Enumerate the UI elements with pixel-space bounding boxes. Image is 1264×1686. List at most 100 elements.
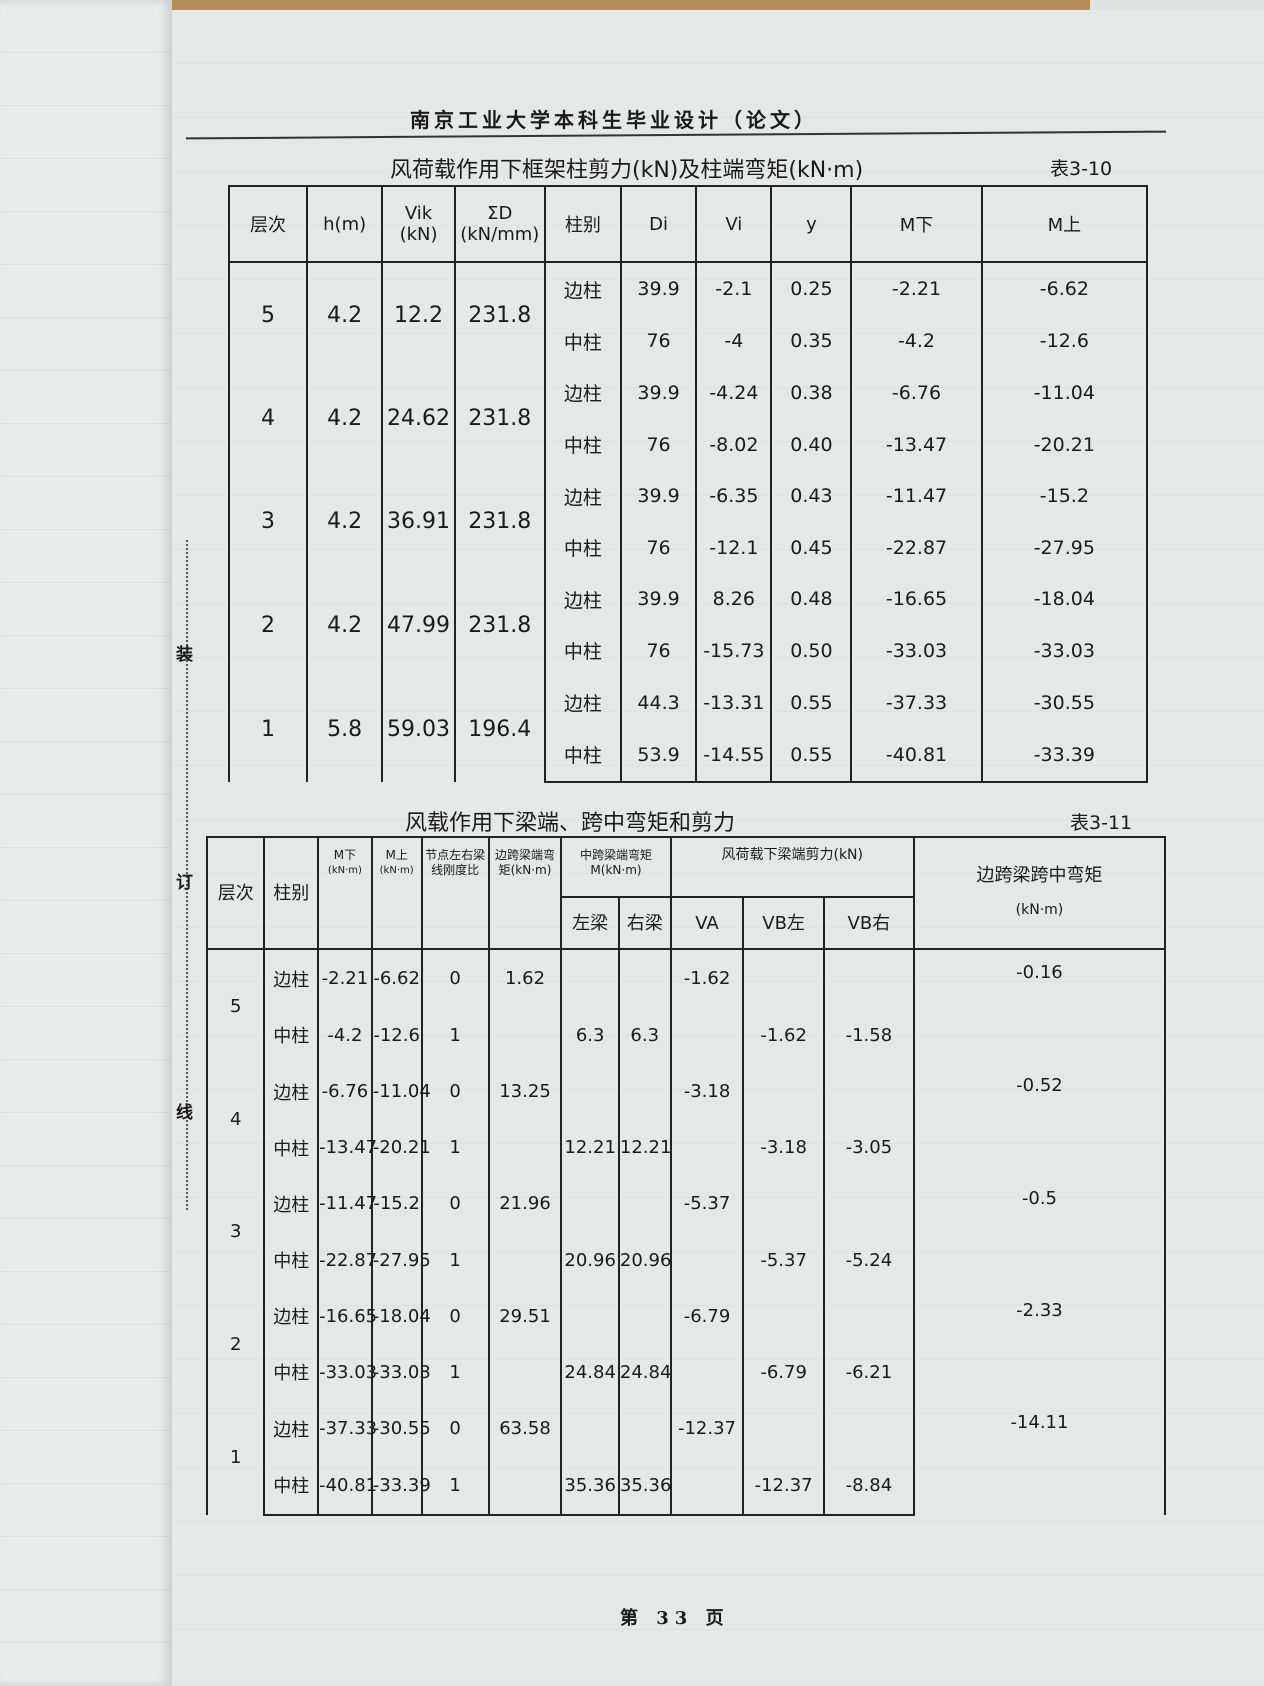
table-row: 3 边柱 -11.47 -15.2 0 21.96 -5.37 -0.5: [205, 1175, 1167, 1289]
cell-value: 6.3: [617, 1007, 672, 1064]
cell-vik: 36.91: [381, 470, 456, 574]
cell-value: -33.39: [370, 1456, 431, 1517]
cell-value: 35.36: [560, 1456, 620, 1517]
table2-title: 风载作用下梁端、跨中弯矩和剪力: [405, 811, 736, 836]
cell-value: -1.62: [742, 1007, 825, 1064]
cell-value: -12.6: [370, 1007, 423, 1064]
col-header-m-top: M上 (kN·m): [370, 836, 423, 950]
cell-value: 29.51: [487, 1288, 563, 1345]
cell-column-type: 中柱: [543, 315, 622, 368]
table-row: 3 4.2 36.91 231.8 边柱 39.9 -6.35 0.43 -11.47 -15.2: [227, 470, 1149, 574]
cell-value: 6.3: [560, 1007, 620, 1064]
cell-value: [560, 1175, 620, 1232]
cell-value: -27.95: [980, 521, 1149, 574]
col-header: M上: [980, 185, 1149, 263]
col-header-layer: 层次: [205, 836, 266, 950]
cell-value: -11.04: [370, 1063, 431, 1120]
cell-value: [742, 949, 825, 1008]
cell-value: 8.26: [695, 573, 773, 626]
table-row: 4 4.2 24.62 231.8 边柱 39.9 -4.24 0.38 -6.76 -11.04: [227, 367, 1149, 471]
table-row: 中柱 -4.2 -12.6 1 6.3 6.3 -1.62 -1.58: [207, 1007, 1165, 1064]
cell-value: -12.37: [669, 1400, 745, 1457]
cell-value: [487, 1007, 563, 1064]
cell-column-type: 中柱: [543, 625, 622, 677]
cell-value: -2.21: [317, 949, 373, 1008]
table-row: 中柱 -40.81 -33.39 1 35.36 35.36 -12.37 -8.84: [207, 1456, 1165, 1517]
table-row: 中柱 -33.03 -33.03 1 24.84 24.84 -6.79 -6.21: [207, 1344, 1165, 1401]
cell-value: -20.21: [370, 1119, 431, 1176]
col-header: Di: [619, 185, 698, 263]
cell-h: 4.2: [306, 367, 384, 471]
cell-value: -33.03: [370, 1344, 431, 1401]
col-header-va: VA: [669, 897, 745, 950]
cell-h: 5.8: [306, 676, 384, 782]
cell-value: -12.6: [980, 315, 1149, 368]
cell-value: [560, 1063, 620, 1120]
cell-value: -12.37: [742, 1456, 825, 1517]
cell-midspan-moment: -0.52: [912, 1063, 1167, 1176]
cell-value: -18.04: [980, 573, 1149, 626]
cell-value: 1: [420, 1119, 490, 1176]
col-header-column-type: 柱别: [263, 836, 320, 950]
cell-value: -3.05: [822, 1119, 915, 1176]
beam-moment-shear-table: 层次 柱别 M下 (kN·m) M上 (kN·m) 节点左右梁线刚度比 边跨梁端弯矩…: [205, 836, 1167, 1517]
cell-value: [742, 1288, 825, 1345]
cell-value: -11.47: [850, 470, 983, 522]
cell-value: [822, 1288, 915, 1345]
cell-value: -16.65: [850, 573, 983, 626]
cell-value: -15.2: [980, 470, 1149, 522]
cell-value: 63.58: [487, 1400, 563, 1457]
col-header: 柱别: [543, 185, 622, 263]
cell-value: -13.47: [317, 1119, 377, 1176]
cell-value: 76: [619, 521, 698, 574]
cell-value: [487, 1231, 563, 1289]
table1-title: 风荷载作用下框架柱剪力(kN)及柱端弯矩(kN·m): [390, 158, 864, 183]
cell-value: 0.38: [770, 367, 853, 419]
cell-value: -3.18: [669, 1063, 745, 1120]
cell-value: 13.25: [487, 1063, 563, 1120]
cell-value: 39.9: [619, 262, 698, 316]
column-shear-table: 层次 h(m) Vik (kN) ΣD (kN/mm) 柱别 Di Vi y M下 M上 5 4.2…: [227, 185, 1149, 783]
cell-value: -6.21: [822, 1344, 915, 1401]
cell-value: [560, 949, 620, 1008]
cell-value: [669, 1456, 745, 1517]
cell-column-type: 边柱: [263, 1063, 320, 1120]
col-header-vb-right: VB右: [822, 897, 915, 950]
page-header: 南京工业大学本科生毕业设计（论文）: [410, 108, 818, 132]
table-row: 1 5.8 59.03 196.4 边柱 44.3 -13.31 0.55 -37.33 -30.…: [227, 676, 1149, 782]
cell-value: -11.47: [317, 1175, 377, 1232]
cell-value: -2.1: [695, 262, 773, 316]
cell-value: 21.96: [487, 1175, 563, 1232]
cell-value: 12.21: [617, 1119, 672, 1176]
cell-value: [669, 1344, 745, 1401]
cell-value: [822, 949, 915, 1008]
table-row: 中柱 -22.87 -27.95 1 20.96 20.96 -5.37 -5.24: [207, 1231, 1165, 1289]
cell-midspan-moment: -14.11: [912, 1400, 1167, 1515]
cell-value: 0: [420, 949, 490, 1008]
cell-value: [487, 1344, 563, 1401]
cell-value: [560, 1288, 620, 1345]
cell-value: [617, 1175, 672, 1232]
col-header: Vi: [695, 185, 773, 263]
unit-label: (kN·m): [327, 865, 362, 876]
cell-value: [822, 1400, 915, 1457]
cell-column-type: 边柱: [263, 1175, 320, 1232]
cell-sumD: 231.8: [453, 262, 546, 368]
left-notebook-page: [0, 0, 172, 1686]
table-row: 中柱 76 -8.02 0.40 -13.47 -20.21: [229, 418, 1149, 471]
cell-value: -33.39: [980, 728, 1149, 783]
midspan-label: 边跨梁跨中弯矩: [976, 865, 1103, 886]
cell-value: 0.35: [770, 315, 853, 368]
cell-value: [742, 1400, 825, 1457]
cell-value: -37.33: [850, 676, 983, 729]
col-header: h(m): [306, 185, 384, 263]
cell-h: 4.2: [306, 262, 384, 368]
page-number: 第 33 页: [620, 1608, 730, 1629]
cell-value: [822, 1063, 915, 1120]
cell-column-type: 中柱: [543, 418, 622, 471]
cell-midspan-moment: -0.5: [912, 1175, 1167, 1289]
table-row: 中柱 76 -12.1 0.45 -22.87 -27.95: [229, 521, 1149, 574]
cell-value: -13.31: [695, 676, 773, 729]
cell-column-type: 中柱: [263, 1119, 320, 1176]
cell-value: 53.9: [619, 728, 698, 783]
